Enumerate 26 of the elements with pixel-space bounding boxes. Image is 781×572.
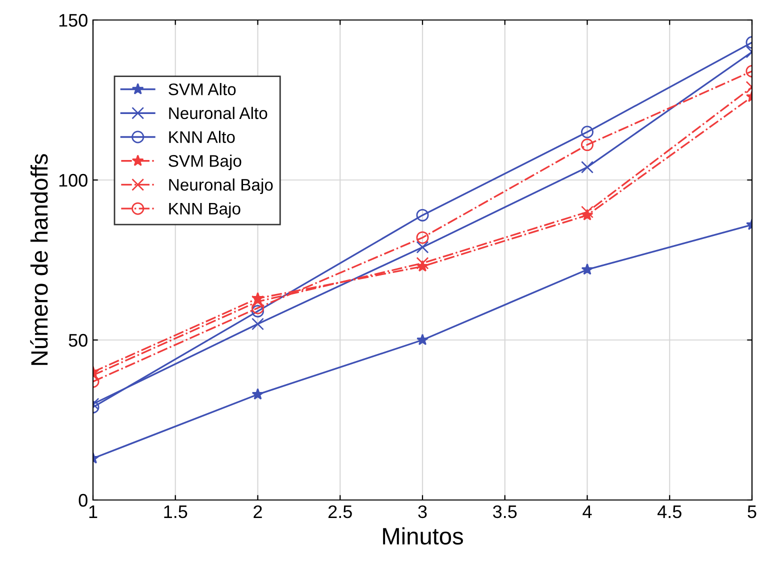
y-tick-label: 100 [59,174,88,187]
point [416,240,429,254]
x-tick-label: 1 [89,506,98,518]
x-axis-title: Minutos [383,527,463,545]
x-tick-label: 2 [254,505,262,518]
legend-label: Neuronal Bajo [169,178,273,194]
legend-label: KNN Alto [169,130,235,143]
legend-label: KNN Bajo [169,202,240,218]
y-tick-label: 50 [68,334,88,347]
y-axis-title: Número de handoffs [30,154,48,365]
legend-label: Neuronal Alto [169,106,268,120]
point [416,208,429,222]
point [416,334,428,346]
x-tick-label: 1.5 [164,506,188,518]
legend-label: SVM Alto [168,83,236,96]
point [416,256,429,270]
point [416,231,429,244]
x-tick-label: 3.5 [493,505,517,518]
y-tick-label: 150 [59,14,88,27]
y-tick-label: 0 [78,494,88,507]
x-tick-label: 5 [748,506,756,518]
x-tick-label: 4.5 [657,506,682,518]
x-tick-label: 2.5 [328,505,352,518]
x-tick-label: 4 [582,506,592,518]
legend-label: SVM Bajo [168,154,242,170]
x-tick-label: 3 [418,505,427,518]
